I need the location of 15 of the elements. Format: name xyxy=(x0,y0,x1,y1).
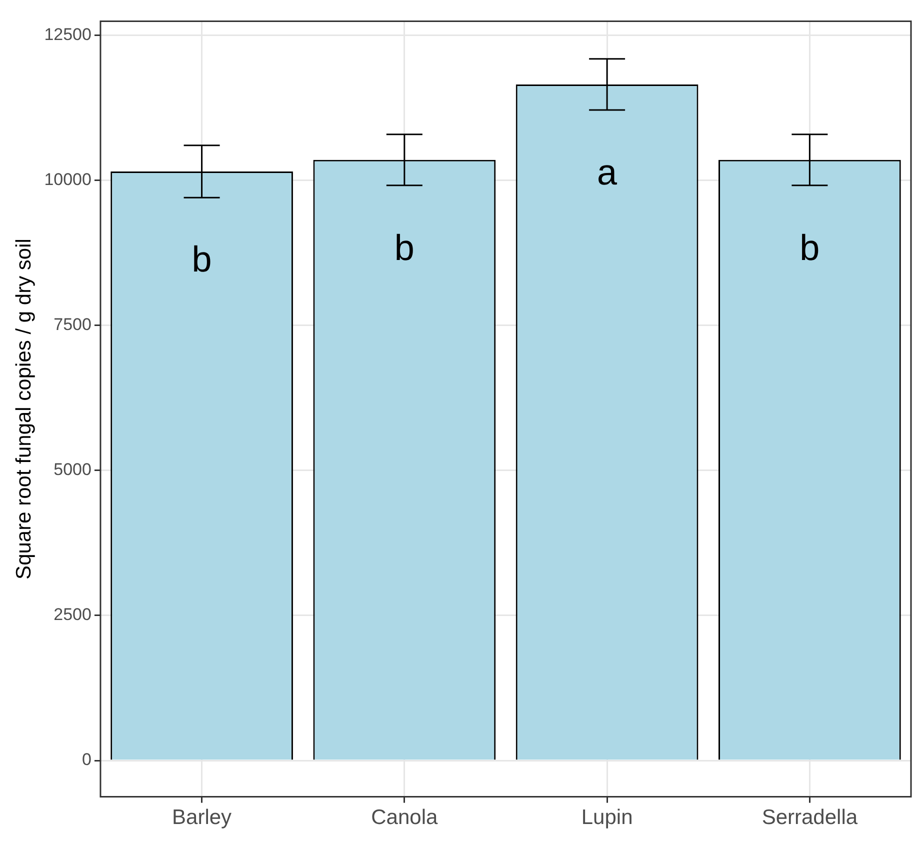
x-tick-label: Serradella xyxy=(762,806,858,830)
annotation: b xyxy=(800,226,820,268)
y-axis-title: Square root fungal copies / g dry soil xyxy=(12,238,36,580)
x-tick-label: Canola xyxy=(371,806,438,830)
x-tick-label: Lupin xyxy=(581,806,633,830)
y-tick-label: 7500 xyxy=(54,314,92,334)
annotation: b xyxy=(192,238,212,280)
y-tick-label: 10000 xyxy=(44,170,92,189)
y-tick-label: 5000 xyxy=(54,460,92,480)
y-tick-label: 0 xyxy=(82,750,92,770)
y-tick-label: 2500 xyxy=(54,605,92,624)
x-tick-label: Barley xyxy=(172,806,232,830)
y-tick-label: 12500 xyxy=(44,24,92,44)
annotation: a xyxy=(597,151,618,192)
annotation: b xyxy=(394,226,414,268)
